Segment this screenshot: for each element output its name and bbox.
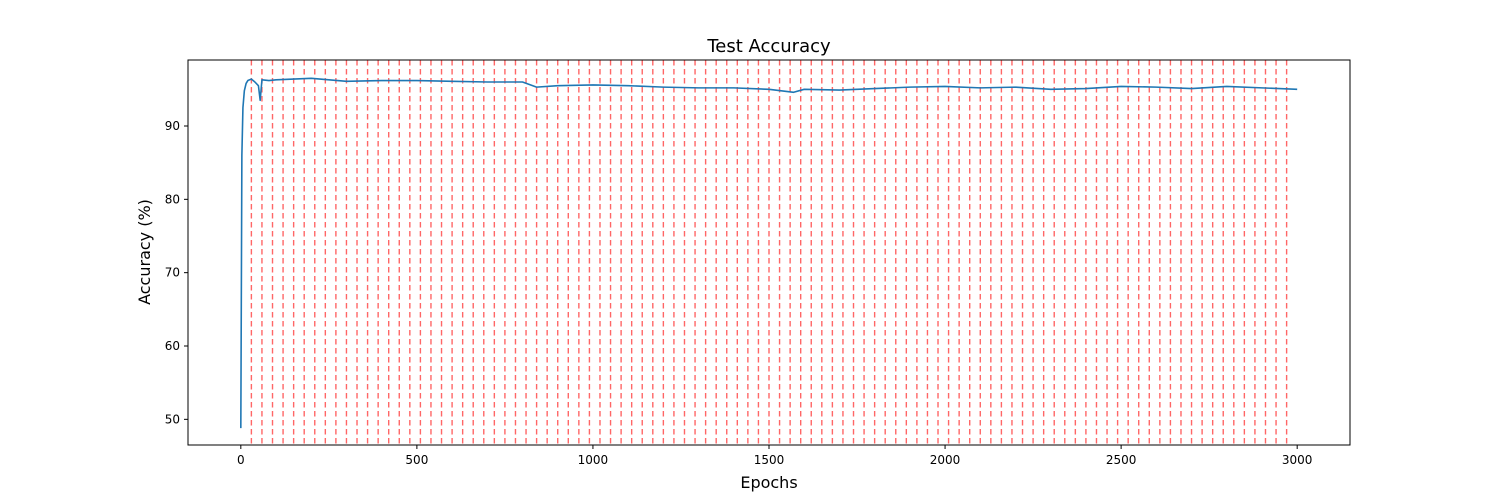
x-axis-ticks: 0 500 1000 1500 2000 2500 3000 — [237, 445, 1312, 467]
x-tick-label: 2000 — [930, 453, 961, 467]
y-axis-ticks: 50 60 70 80 90 — [165, 119, 188, 426]
x-tick-label: 2500 — [1106, 453, 1137, 467]
accuracy-line — [240, 77, 1298, 429]
y-tick-label: 50 — [165, 412, 180, 426]
x-axis-label: Epochs — [740, 473, 797, 492]
y-tick-label: 80 — [165, 192, 180, 206]
x-tick-label: 1000 — [578, 453, 609, 467]
x-tick-label: 3000 — [1282, 453, 1313, 467]
x-tick-label: 0 — [237, 453, 245, 467]
y-tick-label: 90 — [165, 119, 180, 133]
chart-title: Test Accuracy — [706, 36, 831, 57]
y-axis-label: Accuracy (%) — [135, 199, 154, 305]
x-tick-label: 500 — [405, 453, 428, 467]
epoch-markers — [250, 60, 1288, 445]
y-tick-label: 70 — [165, 266, 180, 280]
y-tick-label: 60 — [165, 339, 180, 353]
series-layer — [240, 77, 1298, 429]
x-tick-label: 1500 — [754, 453, 785, 467]
